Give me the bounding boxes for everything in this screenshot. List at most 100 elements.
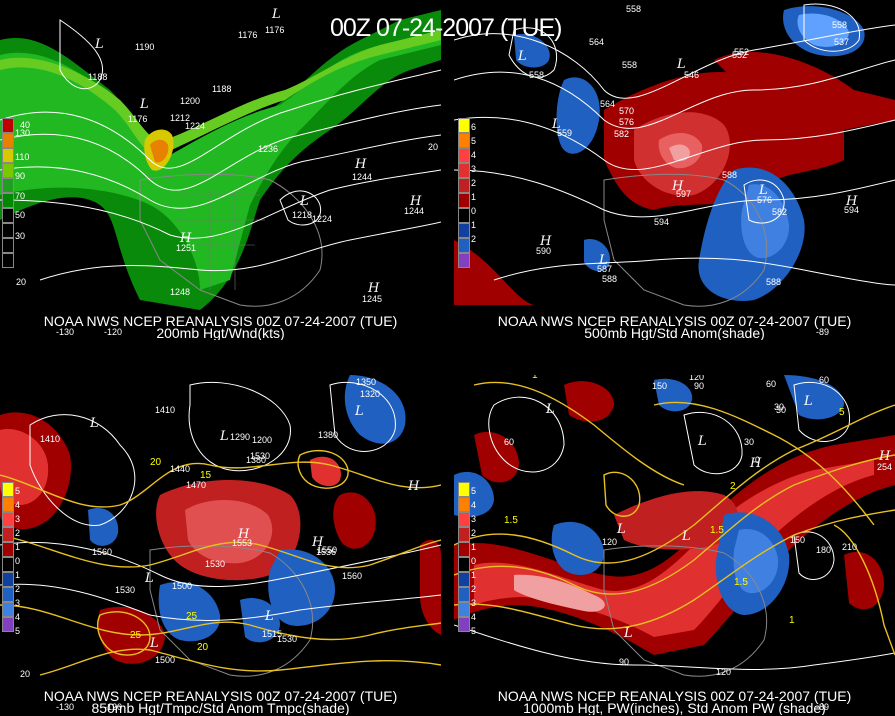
legend-swatch xyxy=(2,482,14,497)
legend-label: 2 xyxy=(471,178,477,188)
negative-anomaly xyxy=(733,529,779,594)
temperature-contours xyxy=(0,449,441,676)
high-marker: H xyxy=(671,179,684,194)
contour-label: 1410 xyxy=(155,405,175,415)
legend-swatch xyxy=(2,617,14,632)
low-marker: L xyxy=(517,49,527,64)
legend-swatch xyxy=(458,178,470,193)
contour-label: 30 xyxy=(744,437,754,447)
contour-label: 559 xyxy=(557,128,572,138)
legend-label: 110 xyxy=(15,152,30,162)
contour-label: 546 xyxy=(684,70,699,80)
contour-label: 576 xyxy=(619,117,634,127)
legend-swatch xyxy=(458,193,470,208)
contour-label: 1380 xyxy=(246,455,266,465)
contour-label: 0 xyxy=(755,455,760,465)
legend-label: 2 xyxy=(471,234,477,244)
legend-label: 1 xyxy=(471,570,477,580)
legend-swatch xyxy=(458,148,470,163)
pw-label: 1.5 xyxy=(504,515,518,526)
legend-swatch xyxy=(458,572,470,587)
panel-1000mb-pw: L L L L L L H H 150 90 120 60 30 60 30 0… xyxy=(454,375,895,715)
legend-label: 4 xyxy=(15,500,21,510)
contour-label: 1530 xyxy=(250,451,270,461)
contour-label: 1248 xyxy=(170,287,190,297)
negative-anomaly xyxy=(158,581,221,642)
legend-swatch xyxy=(2,572,14,587)
low-marker: L xyxy=(89,416,99,431)
legend-label: 1 xyxy=(471,542,477,552)
contour-label: 1350 xyxy=(356,377,376,387)
contour-label: 1200 xyxy=(180,96,200,106)
high-marker: H xyxy=(179,231,192,246)
panel-caption: NOAA NWS NCEP REANALYSIS 00Z 07-24-2007 … xyxy=(43,688,398,704)
contour-label: 588 xyxy=(602,274,617,284)
legend-swatch xyxy=(2,118,14,133)
height-contours xyxy=(0,19,441,281)
panel-500mb: L L L L L H H H 558 564 558 558 546 552 … xyxy=(454,0,895,340)
panel-caption: NOAA NWS NCEP REANALYSIS 00Z 07-24-2007 … xyxy=(43,313,398,329)
anomaly-legend xyxy=(458,118,470,268)
positive-anomaly xyxy=(333,492,376,549)
lat-label: 20 xyxy=(16,277,26,287)
legend-label: 0 xyxy=(15,556,21,566)
low-marker: L xyxy=(551,117,561,132)
legend-label: 5 xyxy=(471,626,477,636)
low-marker: L xyxy=(299,194,309,209)
legend-swatch xyxy=(458,482,470,497)
pw-label: 1 xyxy=(789,615,795,626)
legend-label: 5 xyxy=(15,626,21,636)
map-200mb: L L L L H H H H 1176 1176 1188 1188 1200… xyxy=(0,7,441,337)
legend-label: 5 xyxy=(15,486,21,496)
legend-swatch xyxy=(2,253,14,268)
negative-anomaly xyxy=(344,375,406,444)
state-lines xyxy=(175,190,265,290)
contour-label: 254 xyxy=(877,462,892,472)
legend-swatch xyxy=(458,133,470,148)
height-contours xyxy=(0,381,441,621)
legend-swatch xyxy=(458,587,470,602)
legend-swatch xyxy=(458,602,470,617)
positive-anomaly xyxy=(514,574,605,612)
temp-label: 20 xyxy=(150,457,162,468)
low-marker: L xyxy=(144,571,154,586)
contour-label: 1176 xyxy=(128,114,147,124)
legend-label: 4 xyxy=(15,612,21,622)
legend-label: 1 xyxy=(471,192,477,202)
contour-label: 210 xyxy=(842,542,857,552)
temp-label: 25 xyxy=(186,611,198,622)
contour-label: 1500 xyxy=(155,655,175,665)
legend-swatch xyxy=(458,208,470,223)
pw-label: 2 xyxy=(730,481,736,492)
pw-label: 1.5 xyxy=(710,525,724,536)
low-marker: L xyxy=(354,404,364,419)
contour-label: 1188 xyxy=(88,72,107,82)
high-marker: H xyxy=(749,456,762,471)
low-marker: L xyxy=(697,434,707,449)
contour-label: 564 xyxy=(589,37,604,47)
negative-anomaly xyxy=(88,507,119,546)
contour-label: 597 xyxy=(676,189,691,199)
pw-label: 1 xyxy=(532,375,538,381)
legend-label: 0 xyxy=(471,206,477,216)
low-marker: L xyxy=(676,57,686,72)
negative-anomaly xyxy=(797,13,849,47)
legend-label: 5 xyxy=(471,136,477,146)
high-marker: H xyxy=(354,157,367,172)
contour-label: 1244 xyxy=(404,206,424,216)
contour-label: 1530 xyxy=(115,585,135,595)
contour-label: 552 xyxy=(732,50,747,60)
lat-label: 20 xyxy=(20,669,30,679)
legend-swatch xyxy=(458,163,470,178)
contour-label: 30 xyxy=(776,405,786,415)
high-marker: H xyxy=(845,194,858,209)
panel-subtitle: 850mb Hgt/Tmpc/Std Anom Tmpc(shade) xyxy=(91,700,350,715)
low-marker: L xyxy=(149,636,159,651)
high-marker: H xyxy=(237,527,250,542)
legend-label: 90 xyxy=(15,171,26,181)
positive-anomaly xyxy=(474,431,519,483)
contour-label: 1176 xyxy=(238,30,257,40)
legend-swatch xyxy=(2,133,14,148)
contour-label: 582 xyxy=(772,207,787,217)
contour-label: 1500 xyxy=(172,581,192,591)
